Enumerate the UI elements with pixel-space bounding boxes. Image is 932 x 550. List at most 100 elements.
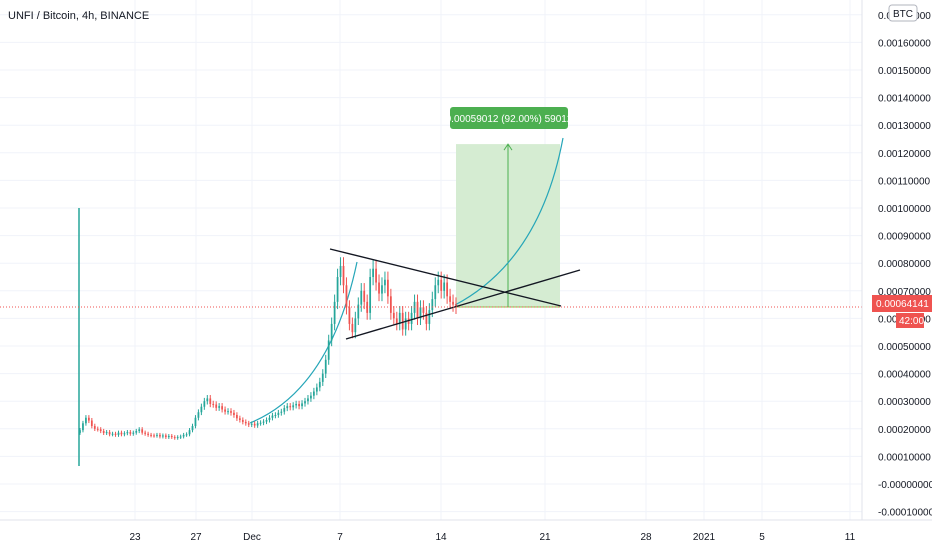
candle (369, 268, 372, 320)
candle (111, 431, 114, 437)
candle (236, 412, 238, 421)
candle (126, 430, 129, 436)
candle (318, 377, 321, 392)
candle (244, 419, 247, 426)
currency-badge[interactable]: BTC (888, 4, 918, 22)
candle (446, 274, 449, 304)
candle (102, 428, 105, 435)
y-tick-label: 0.00160000 (878, 38, 931, 49)
candle (336, 268, 339, 310)
candle (345, 277, 348, 315)
y-tick-label: -0.00010000 (878, 508, 932, 519)
curve-right (454, 137, 564, 306)
candle (179, 434, 182, 439)
candle (392, 306, 395, 326)
candle (176, 435, 179, 440)
candle (141, 427, 144, 435)
candle (197, 409, 200, 421)
candle (209, 395, 212, 408)
candle (99, 427, 102, 434)
candle (363, 283, 366, 310)
candle (93, 423, 96, 432)
y-tick-label: 0.00020000 (878, 425, 931, 436)
candle (114, 431, 117, 437)
candle (434, 277, 437, 307)
target-label-text: 0.00059012 (92.00%) 59012 (446, 114, 573, 125)
candle (298, 400, 300, 410)
y-tick-label: 0.00150000 (878, 66, 931, 77)
candle (452, 294, 454, 312)
candle (378, 274, 380, 302)
parabolic-curve (249, 137, 564, 424)
candle (227, 408, 229, 415)
y-tick-label: 0.00130000 (878, 121, 931, 132)
candle (120, 430, 123, 437)
y-tick-label: 0.00140000 (878, 94, 931, 105)
candle (212, 400, 215, 408)
candle (117, 430, 120, 437)
candle (307, 395, 309, 405)
candle (241, 417, 244, 425)
candle (333, 294, 336, 331)
candle (274, 412, 277, 419)
candle (194, 415, 197, 429)
candle (218, 403, 221, 411)
candle (265, 417, 268, 425)
candle (419, 300, 422, 326)
x-tick-label: 23 (129, 532, 141, 543)
candle (375, 260, 377, 291)
candle (271, 412, 274, 421)
candle (182, 432, 185, 439)
candle (138, 427, 141, 434)
y-tick-label: 0.00100000 (878, 204, 931, 215)
y-tick-label: 0.00120000 (878, 149, 931, 160)
x-tick-label: Dec (243, 532, 261, 543)
target-zone (456, 143, 560, 308)
candle (147, 431, 149, 437)
y-tick-label: 0.00040000 (878, 370, 931, 381)
candle (348, 300, 351, 331)
candle (167, 434, 170, 439)
candle (82, 420, 84, 433)
candle (304, 397, 306, 407)
y-tick-label: -0.00000000 (878, 480, 932, 491)
candle (398, 306, 401, 331)
x-tick-label: 28 (640, 532, 652, 543)
candle (354, 311, 357, 339)
currency-label: BTC (893, 9, 913, 20)
candle (170, 434, 173, 439)
price-axis[interactable]: 0.001700000.001600000.001500000.00140000… (878, 11, 932, 519)
x-tick-label: 14 (435, 532, 447, 543)
candle (372, 260, 374, 286)
triangle-pattern (329, 248, 581, 340)
candle (132, 430, 135, 436)
candle (286, 403, 289, 412)
candle (162, 433, 164, 439)
candle (404, 311, 407, 336)
curve-left (249, 261, 358, 424)
candle (395, 311, 398, 331)
time-axis[interactable]: 23 27 Dec 7 14 21 28 2021 5 11 (129, 532, 855, 543)
candle (173, 435, 176, 440)
candle (315, 383, 318, 396)
candle (164, 433, 167, 439)
last-price-badge: 0.00064141 42:00 (872, 295, 932, 328)
candle (90, 417, 93, 429)
candle (295, 400, 298, 409)
candle (96, 426, 99, 432)
chart-title: UNFI / Bitcoin, 4h, BINANCE (8, 10, 149, 22)
y-tick-label: 0.00090000 (878, 232, 931, 243)
candle (410, 306, 413, 331)
candle (230, 408, 232, 416)
candle (381, 277, 383, 302)
candle (262, 419, 265, 426)
x-tick-label: 11 (845, 532, 856, 543)
candle (250, 421, 253, 428)
candle (428, 303, 431, 331)
candle (247, 420, 250, 428)
candle (144, 430, 147, 436)
candle (203, 397, 206, 410)
bar-countdown: 42:00 (899, 316, 924, 327)
y-tick-label: 0.00080000 (878, 259, 931, 270)
